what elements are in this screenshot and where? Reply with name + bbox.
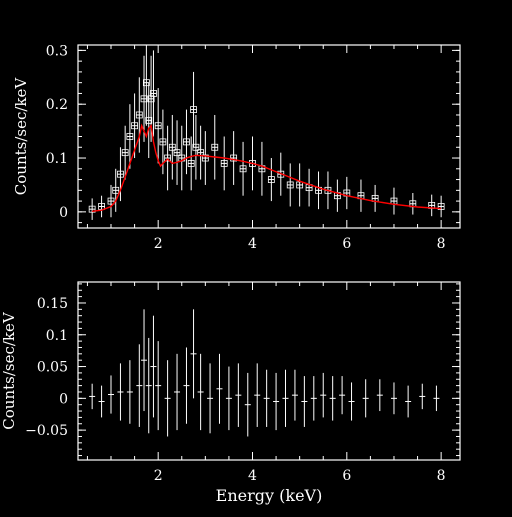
y-tick-label: 0: [59, 205, 68, 221]
y-tick-label: 0.2: [46, 97, 68, 113]
x-tick-label: 6: [342, 468, 351, 484]
data-marker: [267, 176, 275, 183]
y-tick-label: 0.05: [37, 360, 68, 376]
data-marker: [220, 160, 228, 167]
plot-frame: [77, 281, 461, 461]
x-tick-label: 2: [154, 468, 163, 484]
data-marker: [107, 197, 115, 205]
data-marker: [164, 154, 172, 162]
data-marker: [192, 143, 200, 151]
plot-area: [89, 309, 440, 437]
y-tick-label: 0.1: [46, 151, 68, 167]
data-marker: [117, 170, 124, 178]
data-marker: [286, 181, 294, 189]
y-tick-label: −0.05: [25, 423, 68, 439]
model-curve: [92, 123, 442, 212]
y-tick-label: 0.1: [46, 328, 68, 344]
data-marker: [126, 133, 134, 140]
x-tick-label: 8: [437, 236, 446, 252]
data-marker: [201, 154, 209, 162]
plot-area: [88, 45, 445, 220]
data-marker: [437, 203, 445, 210]
x-tick-label: 6: [342, 236, 351, 252]
y-tick-label: 0.15: [37, 296, 68, 312]
x-tick-label: 4: [248, 468, 257, 484]
data-marker: [88, 205, 96, 213]
data-marker: [145, 116, 153, 124]
data-marker: [147, 95, 155, 103]
data-marker: [230, 154, 238, 162]
data-marker: [211, 143, 219, 151]
data-marker: [135, 111, 143, 119]
x-axis-label: Energy (keV): [216, 486, 323, 505]
data-marker: [131, 122, 138, 130]
data-marker: [140, 95, 148, 103]
data-marker: [159, 138, 167, 146]
data-marker: [296, 181, 304, 189]
data-marker: [183, 138, 190, 146]
x-tick-label: 2: [154, 236, 163, 252]
y-axis-label: Counts/sec/keV: [12, 77, 30, 196]
data-marker: [187, 160, 195, 167]
y-axis-label: Counts/sec/keV: [0, 311, 18, 430]
data-marker: [154, 122, 162, 130]
data-marker: [112, 186, 120, 194]
residual-panel: 2 4 6 8 −0.05 0 0.05 0.1 0.15 Counts/sec/keV Energ…: [0, 281, 461, 505]
data-marker: [190, 106, 197, 113]
data-marker: [239, 165, 247, 173]
data-marker: [168, 143, 176, 151]
x-tick-label: 4: [248, 236, 257, 252]
data-marker: [142, 79, 150, 87]
data-marker: [121, 149, 129, 157]
y-tick-label: 0.3: [46, 43, 68, 59]
spectrum-panel: 2 4 6 8 0 0.1 0.2 0.3 Counts/sec/keV: [12, 43, 461, 252]
y-tick-label: 0: [59, 391, 68, 407]
x-tick-label: 8: [437, 468, 446, 484]
plot-frame: [77, 44, 461, 229]
data-marker: [150, 90, 157, 97]
data-marker: [173, 149, 181, 157]
